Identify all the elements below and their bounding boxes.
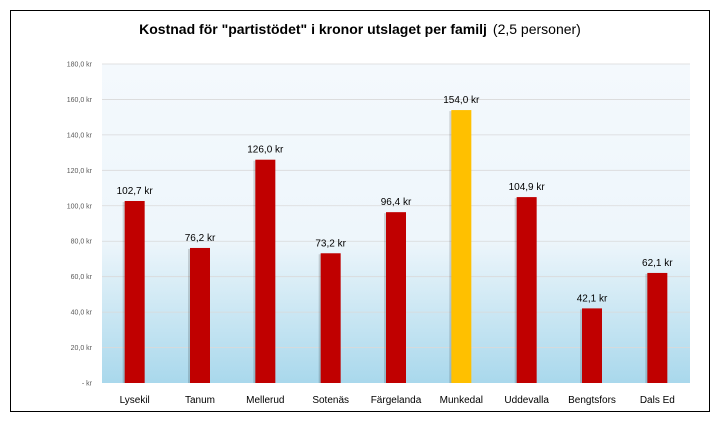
x-tick-label: Färgelanda bbox=[371, 395, 422, 406]
y-tick-label: 140,0 kr bbox=[67, 132, 93, 139]
bar-lysekil bbox=[124, 200, 145, 383]
x-tick-label: Bengtsfors bbox=[568, 395, 616, 406]
data-label: 42,1 kr bbox=[577, 293, 608, 304]
data-label: 73,2 kr bbox=[315, 238, 346, 249]
data-label: 104,9 kr bbox=[509, 182, 546, 193]
x-tick-label: Dals Ed bbox=[640, 395, 675, 406]
y-tick-label: - kr bbox=[82, 381, 93, 388]
y-tick-label: 80,0 kr bbox=[71, 239, 93, 246]
data-label: 154,0 kr bbox=[443, 95, 480, 106]
bar-mellerud bbox=[255, 159, 276, 383]
y-tick-label: 20,0 kr bbox=[71, 345, 93, 352]
chart-title: Kostnad för "partistödet" i kronor utsla… bbox=[139, 21, 581, 37]
x-tick-label: Uddevalla bbox=[504, 395, 549, 406]
bar-munkedal bbox=[451, 110, 472, 384]
bar-bengtsfors bbox=[582, 308, 602, 383]
x-tick-label: Sotenäs bbox=[312, 395, 349, 406]
x-tick-label: Lysekil bbox=[120, 395, 150, 406]
title-subtitle: (2,5 personer) bbox=[493, 21, 581, 37]
data-label: 96,4 kr bbox=[381, 197, 412, 208]
bar-uddevalla bbox=[516, 197, 537, 383]
data-label: 76,2 kr bbox=[185, 233, 216, 244]
x-tick-label: Mellerud bbox=[246, 395, 284, 406]
data-label: 62,1 kr bbox=[642, 258, 673, 269]
y-tick-label: 100,0 kr bbox=[67, 203, 93, 210]
y-tick-label: 120,0 kr bbox=[67, 168, 93, 175]
title-main: Kostnad för "partistödet" i kronor utsla… bbox=[139, 21, 487, 37]
x-tick-label: Tanum bbox=[185, 395, 215, 406]
y-tick-label: 160,0 kr bbox=[67, 97, 93, 104]
y-tick-label: 180,0 kr bbox=[67, 62, 93, 69]
bar-färgelanda bbox=[386, 212, 406, 383]
y-tick-label: 40,0 kr bbox=[71, 310, 93, 317]
data-label: 126,0 kr bbox=[247, 145, 284, 156]
x-tick-label: Munkedal bbox=[440, 395, 483, 406]
data-label: 102,7 kr bbox=[117, 186, 154, 197]
bar-tanum bbox=[190, 247, 210, 383]
bar-sotenäs bbox=[320, 253, 341, 383]
y-tick-label: 60,0 kr bbox=[71, 274, 93, 281]
bar-dals-ed bbox=[647, 272, 668, 383]
